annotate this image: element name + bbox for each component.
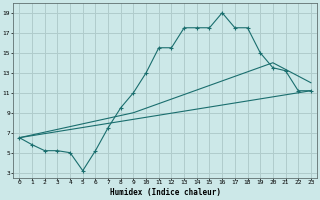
X-axis label: Humidex (Indice chaleur): Humidex (Indice chaleur) — [110, 188, 220, 197]
